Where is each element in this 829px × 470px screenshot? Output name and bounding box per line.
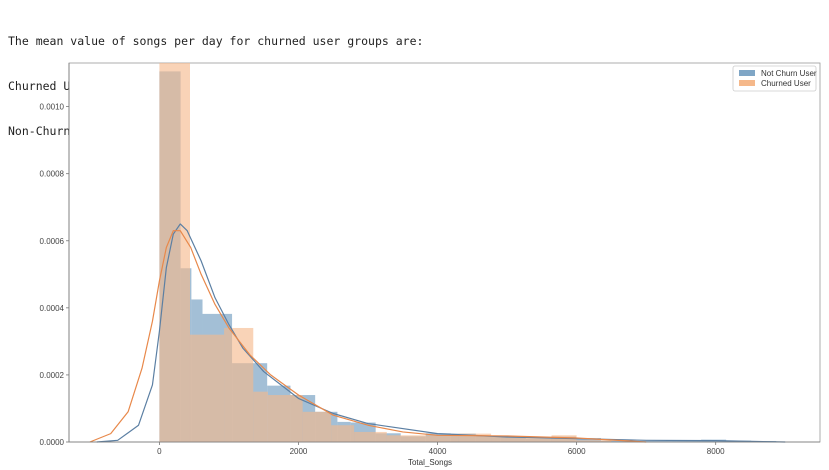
histogram-bar [386,435,459,442]
histogram-bars [159,63,777,442]
x-tick-label: 4000 [429,447,447,456]
legend: Not Churn User Churned User [732,65,817,92]
histogram-bar [651,440,677,442]
x-tick-label: 6000 [568,447,586,456]
legend-label-not-churn: Not Churn User [761,69,817,78]
kde-line-not-churn [96,223,786,443]
histogram-bar [676,440,702,442]
x-tick-label: 0 [157,447,162,456]
axes [68,63,820,443]
kde-line-churned [89,230,647,443]
histogram-bar [600,440,626,442]
histogram-bar [458,433,492,442]
histogram-bar [267,395,303,442]
y-tick-label: 0.0004 [40,304,65,313]
kde-curves [89,223,786,443]
histogram-bar [575,437,601,442]
legend-label-churned: Churned User [761,79,811,88]
histogram-bar [491,436,552,442]
x-tick-label: 8000 [707,447,725,456]
histogram-bar [354,431,387,442]
x-tick-label: 2000 [290,447,308,456]
y-tick-label: 0.0010 [40,103,65,112]
histogram-bar [189,334,225,442]
histogram-bar [253,391,268,442]
y-tick-label: 0.0006 [40,237,65,246]
x-axis-label: Total_Songs [408,458,452,467]
output-header-line: The mean value of songs per day for chur… [8,34,424,48]
histogram-bar [302,411,332,442]
y-tick-label: 0.0008 [40,170,65,179]
tick-labels: 0 2000 4000 6000 8000 0.0000 0.0002 0.0004 0.000… [40,103,726,456]
legend-swatch-churned [739,80,755,86]
y-tick-label: 0.0002 [40,371,65,380]
histogram-bar [224,327,254,442]
bars-churned [159,63,612,442]
histogram-bar [159,63,190,442]
y-tick-label: 0.0000 [40,438,65,447]
legend-swatch-not-churn [739,70,755,76]
histogram-bar [331,425,355,442]
histogram-bar [576,440,612,442]
